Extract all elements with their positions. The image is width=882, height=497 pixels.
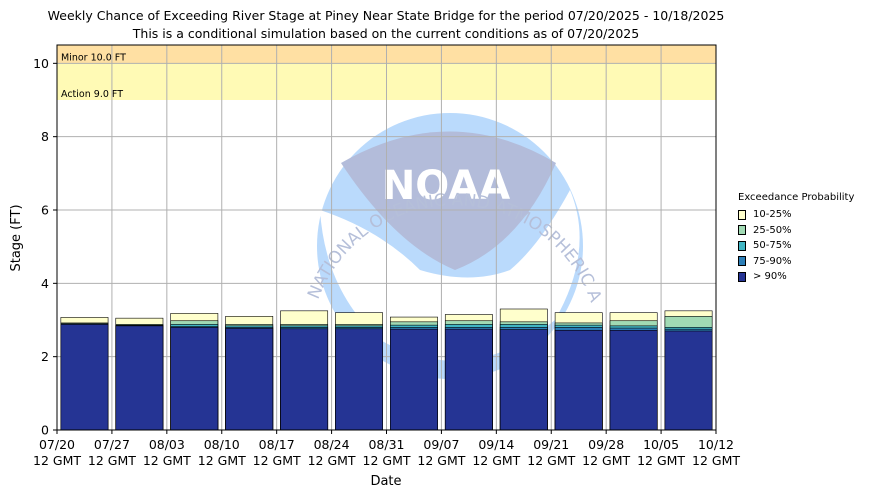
x-tick-time: 12 GMT [692, 453, 740, 468]
legend-swatch [738, 256, 746, 267]
bar-90 [664, 330, 713, 431]
y-tick-label: 4 [41, 276, 49, 291]
bar-90 [609, 329, 658, 431]
legend-item: 75-90% [738, 254, 854, 270]
legend-label: 50-75% [753, 240, 792, 252]
legend-title: Exceedance Probability [738, 192, 855, 203]
bar-90 [170, 327, 219, 431]
noaa-logo-text: NOAA [382, 163, 510, 209]
legend-item: > 90% [738, 269, 854, 285]
x-tick-date: 08/24 [314, 437, 350, 452]
bar-90 [60, 324, 109, 431]
x-tick-date: 09/14 [478, 437, 514, 452]
x-tick-date: 09/07 [423, 437, 459, 452]
x-tick-time: 12 GMT [363, 453, 411, 468]
x-tick-time: 12 GMT [143, 453, 191, 468]
legend-swatch [738, 225, 746, 236]
bar-90 [225, 328, 274, 431]
y-axis: 0 2 4 6 8 10 [33, 56, 57, 438]
y-tick-label: 0 [41, 423, 49, 438]
legend-item: 10-25% [738, 207, 854, 223]
bars [60, 308, 713, 431]
y-tick-label: 6 [41, 203, 49, 218]
y-tick-label: 2 [41, 349, 49, 364]
legend-item: 25-50% [738, 223, 854, 239]
x-tick-date: 07/20 [39, 437, 75, 452]
x-tick-time: 12 GMT [308, 453, 356, 468]
legend-swatch [738, 240, 746, 251]
bar-90 [280, 328, 329, 431]
x-tick-time: 12 GMT [33, 453, 81, 468]
chart-title: Weekly Chance of Exceeding River Stage a… [48, 8, 725, 23]
x-tick-date: 08/03 [149, 437, 185, 452]
x-tick-date: 07/27 [94, 437, 130, 452]
legend-label: 25-50% [753, 224, 792, 236]
legend-label: > 90% [753, 271, 787, 283]
legend-swatch [738, 271, 746, 282]
x-tick-date: 10/05 [643, 437, 679, 452]
x-tick-date: 09/21 [533, 437, 569, 452]
x-tick-time: 12 GMT [417, 453, 465, 468]
x-tick-time: 12 GMT [198, 453, 246, 468]
y-tick-label: 10 [33, 56, 49, 71]
x-tick-time: 12 GMT [527, 453, 575, 468]
x-tick-time: 12 GMT [253, 453, 301, 468]
bar-90 [335, 328, 383, 431]
x-tick-date: 08/31 [368, 437, 404, 452]
x-tick-date: 08/17 [259, 437, 295, 452]
bar-90 [444, 328, 493, 431]
legend-label: 10-25% [753, 209, 792, 221]
grid-lines [57, 45, 716, 430]
bar-90 [554, 329, 603, 431]
x-tick-date: 09/28 [588, 437, 624, 452]
legend: Exceedance Probability 10-25% 25-50% 50-75… [738, 192, 854, 285]
action-threshold-label: Action 9.0 FT [61, 89, 123, 100]
minor-threshold-label: Minor 10.0 FT [61, 52, 126, 63]
x-tick-time: 12 GMT [472, 453, 520, 468]
x-tick-time: 12 GMT [637, 453, 685, 468]
chart-subtitle: This is a conditional simulation based o… [132, 26, 639, 41]
y-tick-label: 8 [41, 129, 49, 144]
x-tick-date: 08/10 [204, 437, 240, 452]
bar-90 [390, 328, 438, 431]
legend-item: 50-75% [738, 238, 854, 254]
x-tick-date: 10/12 [698, 437, 734, 452]
legend-label: 75-90% [753, 255, 792, 267]
bar-90 [115, 325, 164, 431]
legend-swatch [738, 209, 746, 220]
x-tick-time: 12 GMT [582, 453, 630, 468]
x-tick-time: 12 GMT [88, 453, 136, 468]
bar-90 [499, 329, 548, 431]
y-axis-label: Stage (FT) [9, 204, 24, 271]
x-axis-label: Date [370, 474, 401, 489]
